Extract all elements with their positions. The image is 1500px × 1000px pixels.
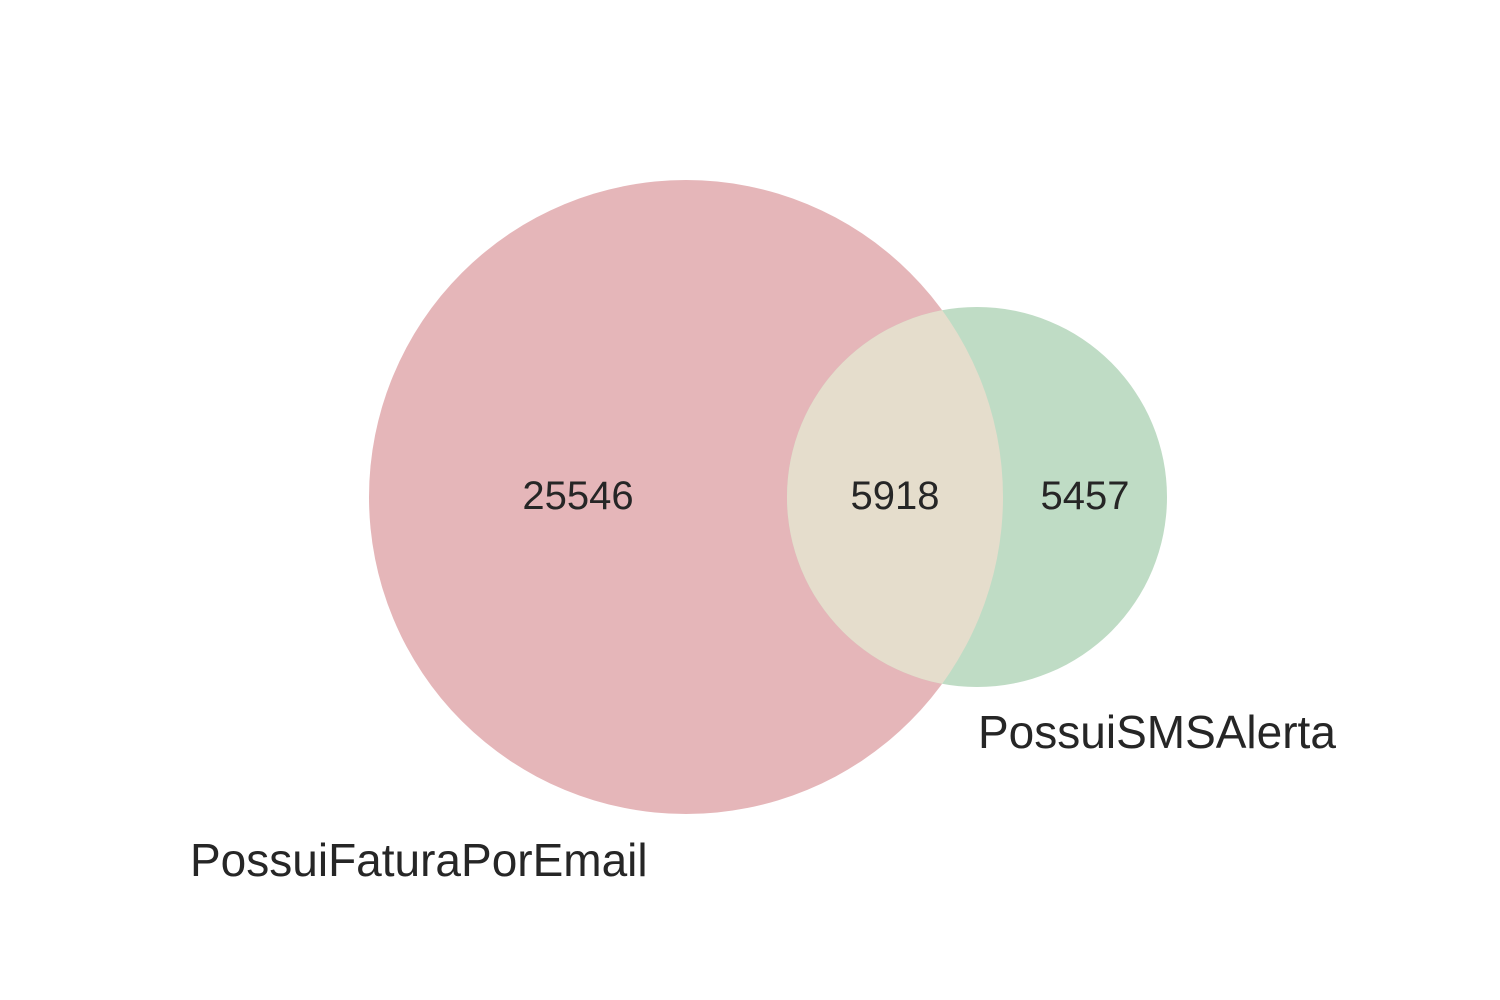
set-a-circle <box>369 180 1003 814</box>
set-b-label: PossuiSMSAlerta <box>978 706 1336 758</box>
set-a-label: PossuiFaturaPorEmail <box>190 834 648 886</box>
region-a-only-count: 25546 <box>522 474 633 518</box>
region-intersection-count: 5918 <box>851 474 940 518</box>
region-b-only-count: 5457 <box>1041 474 1130 518</box>
